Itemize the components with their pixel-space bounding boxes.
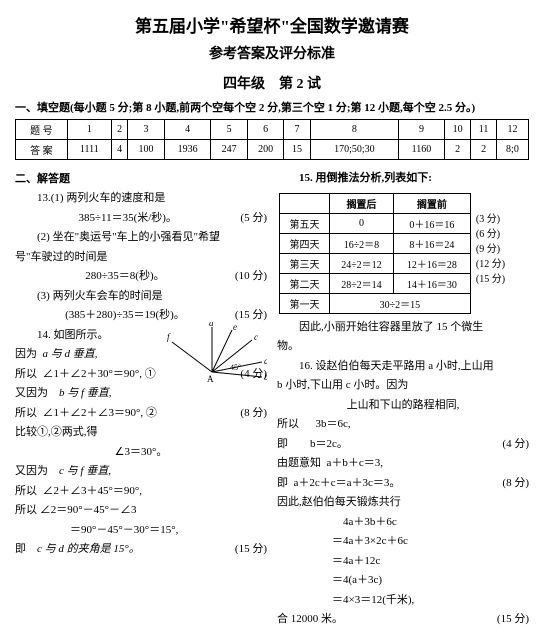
q16-l4: 即 b＝2c。 (4 分) bbox=[277, 436, 529, 453]
table-row: 答 案 1111 4 100 1936 247 200 15 170;50;30… bbox=[16, 140, 529, 160]
q16-l7: 因此,赵伯伯每天锻炼共行 bbox=[277, 494, 529, 511]
q16-l3: 所以 3b＝6c, bbox=[277, 416, 529, 433]
cell: 答 案 bbox=[16, 140, 68, 160]
cell: 1936 bbox=[164, 140, 211, 160]
q13-1: 13.(1) 两列火车的速度和是 bbox=[15, 190, 267, 207]
q14-l5eq: ∠3＝30°。 bbox=[15, 444, 267, 461]
q16-eq3: ＝4a＋12c bbox=[277, 553, 529, 570]
cell: 4 bbox=[164, 120, 211, 140]
subtitle: 参考答案及评分标准 bbox=[15, 43, 529, 63]
svg-text:e: e bbox=[233, 322, 237, 332]
q16-l1: b 小时,下山用 c 小时。因为 bbox=[277, 377, 529, 394]
cell: 10 bbox=[444, 120, 470, 140]
points: (15 分) bbox=[235, 541, 267, 558]
q13-3: (3) 两列火车会车的时间是 bbox=[15, 288, 267, 305]
cell: 2 bbox=[471, 140, 497, 160]
cell: 2 bbox=[112, 120, 128, 140]
q16-eq2: ＝4a＋3×2c＋6c bbox=[277, 533, 529, 550]
cell: 1 bbox=[67, 120, 111, 140]
points: (15 分) bbox=[476, 270, 526, 285]
q14-l7: 所以 ∠2＋∠3＋45°＝90°, bbox=[15, 483, 267, 500]
cell: 1111 bbox=[67, 140, 111, 160]
svg-text:45°: 45° bbox=[230, 363, 241, 372]
q16-l2: 上山和下山的路程相同, bbox=[277, 397, 529, 414]
q16-eq4: ＝4(a＋3c) bbox=[277, 572, 529, 589]
cell: 1160 bbox=[399, 140, 445, 160]
cell: 4 bbox=[112, 140, 128, 160]
cell: 8;0 bbox=[496, 140, 528, 160]
q15-end2: 物。 bbox=[277, 338, 529, 355]
q13-1-eq: 385÷11＝35(米/秒)。 bbox=[15, 210, 240, 227]
points: (12 分) bbox=[476, 255, 526, 270]
points: (9 分) bbox=[476, 240, 526, 255]
cell: 2 bbox=[444, 140, 470, 160]
table-row: 题 号 1 2 3 4 5 6 7 8 9 10 11 12 bbox=[16, 120, 529, 140]
cell: 6 bbox=[247, 120, 283, 140]
q14-l8c: ＝90°－45°－30°＝15°, bbox=[15, 522, 267, 539]
q13-2-eq: 280÷35＝8(秒)。 bbox=[15, 268, 235, 285]
cell: 200 bbox=[247, 140, 283, 160]
cell: 7 bbox=[284, 120, 310, 140]
main-title: 第五届小学"希望杯"全国数学邀请赛 bbox=[15, 12, 529, 37]
q14-l8: 所以 ∠2＝90°－45°－∠3 bbox=[15, 502, 267, 519]
cell: 15 bbox=[284, 140, 310, 160]
q16-eq1: 4a＋3b＋6c bbox=[277, 514, 529, 531]
grade: 四年级 bbox=[223, 77, 265, 92]
q16-end: 合 12000 米。 (15 分) bbox=[277, 611, 529, 628]
svg-text:a: a bbox=[209, 322, 214, 328]
svg-text:d: d bbox=[264, 356, 267, 366]
q13-2: (2) 坐在"奥运号"车上的小强看见"希望 bbox=[15, 229, 267, 246]
svg-text:f: f bbox=[167, 332, 171, 342]
q13-2b: 号"车驶过的时间是 bbox=[15, 249, 267, 266]
cell: 5 bbox=[211, 120, 247, 140]
section-1-header: 一、填空题(每小题 5 分;第 8 小题,前两个空每个空 2 分,第三个空 1 … bbox=[15, 99, 529, 115]
points: (10 分) bbox=[235, 268, 267, 285]
q14-l9: 即 c 与 d 的夹角是 15°。 (15 分) bbox=[15, 541, 267, 558]
points: (5 分) bbox=[240, 210, 267, 227]
left-column: 二、解答题 13.(1) 两列火车的速度和是 385÷11＝35(米/秒)。 (… bbox=[15, 166, 267, 631]
q15-end1: 因此,小丽开始往容器里放了 15 个微生 bbox=[277, 319, 529, 336]
answers-table: 题 号 1 2 3 4 5 6 7 8 9 10 11 12 答 案 1111 … bbox=[15, 119, 529, 160]
paper-no: 第 2 试 bbox=[279, 77, 321, 92]
svg-text:A: A bbox=[207, 374, 214, 384]
points: (8 分) bbox=[502, 475, 529, 492]
svg-text:b: b bbox=[264, 372, 267, 382]
cell: 12 bbox=[496, 120, 528, 140]
grade-line: 四年级 第 2 试 bbox=[15, 73, 529, 93]
points: (6 分) bbox=[476, 225, 526, 240]
points: (15 分) bbox=[497, 611, 529, 628]
cell: 3 bbox=[128, 120, 164, 140]
points: (3 分) bbox=[476, 210, 526, 225]
q16-l6: 即 a＋2c＋c＝a＋3c＝3。 (8 分) bbox=[277, 475, 529, 492]
q14-l6: 又因为 c 与 f 垂直, bbox=[15, 463, 267, 480]
cell: 9 bbox=[399, 120, 445, 140]
points: (8 分) bbox=[240, 405, 267, 422]
q16-l5: 由题意知 a＋b＋c＝3, bbox=[277, 455, 529, 472]
angle-diagram: A f a e c d b 45° bbox=[157, 322, 267, 392]
svg-text:c: c bbox=[254, 332, 258, 342]
section-2-header: 二、解答题 bbox=[15, 170, 267, 186]
q14-l5: 比较①,②两式,得 bbox=[15, 424, 267, 441]
q16-head: 16. 设赵伯伯每天走平路用 a 小时,上山用 bbox=[277, 358, 529, 375]
q15-head: 15. 用倒推法分析,列表如下: bbox=[277, 170, 529, 187]
cell: 11 bbox=[471, 120, 497, 140]
cell: 题 号 bbox=[16, 120, 68, 140]
cell: 247 bbox=[211, 140, 247, 160]
cell: 8 bbox=[310, 120, 398, 140]
right-column: 15. 用倒推法分析,列表如下: 搁置后搁置前 第五天00＋16＝16 第四天1… bbox=[277, 166, 529, 631]
q14-l4: 所以 ∠1＋∠2＋∠3＝90°, ② (8 分) bbox=[15, 405, 267, 422]
deduction-table: 搁置后搁置前 第五天00＋16＝16 第四天16÷2＝88＋16＝24 第三天2… bbox=[277, 191, 529, 316]
cell: 100 bbox=[128, 140, 164, 160]
cell: 170;50;30 bbox=[310, 140, 398, 160]
points: (4 分) bbox=[502, 436, 529, 453]
